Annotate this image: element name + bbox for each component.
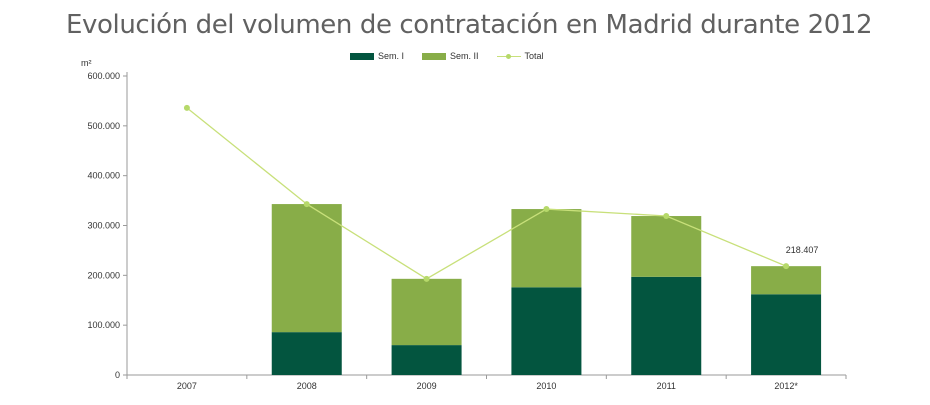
bar-sem2 — [631, 216, 702, 277]
total-point — [423, 275, 430, 282]
legend-swatch-sem1 — [350, 52, 374, 60]
chart-legend: Sem. I Sem. II Total — [350, 49, 544, 63]
legend-item-sem1: Sem. I — [350, 51, 404, 61]
y-tick-label: 600.000 — [87, 71, 120, 81]
bar-sem1 — [391, 345, 462, 375]
total-line — [186, 107, 787, 280]
y-axis-label: m² — [81, 58, 92, 68]
bar-sem2 — [271, 204, 342, 333]
x-tick-label: 2007 — [177, 381, 197, 391]
total-point — [783, 263, 790, 270]
y-tick-label: 200.000 — [87, 270, 120, 280]
total-point — [303, 201, 310, 208]
chart-title: Evolución del volumen de contratación en… — [66, 10, 873, 40]
x-tick-label: 2010 — [536, 381, 556, 391]
data-label-total: 218.407 — [786, 245, 819, 255]
y-tick-label: 500.000 — [87, 121, 120, 131]
bar-sem2 — [391, 278, 462, 346]
legend-swatch-sem2 — [422, 52, 447, 60]
x-tick-label: 2008 — [297, 381, 317, 391]
y-tick-label: 100.000 — [87, 320, 120, 330]
legend-item-total: Total — [496, 51, 544, 61]
bar-sem1 — [511, 287, 582, 375]
legend-label-sem1: Sem. I — [378, 51, 405, 61]
bar-sem1 — [271, 332, 342, 375]
legend-label-sem2: Sem. II — [450, 51, 479, 61]
y-tick-label: 0 — [115, 370, 120, 380]
x-tick-label: 2009 — [417, 381, 437, 391]
bar-sem2 — [751, 266, 822, 295]
bar-sem1 — [751, 294, 822, 375]
legend-label-total: Total — [524, 51, 544, 61]
total-point — [663, 213, 670, 220]
bar-sem1 — [631, 276, 702, 375]
total-point — [543, 206, 550, 213]
bar-sem2 — [511, 209, 582, 288]
x-tick-label: 2011 — [657, 381, 676, 391]
legend-swatch-total — [496, 53, 521, 60]
y-tick-label: 300.000 — [87, 221, 120, 231]
y-tick-label: 400.000 — [87, 171, 120, 181]
x-tick-label: 2012* — [774, 381, 798, 391]
total-point — [183, 104, 190, 111]
legend-item-sem2: Sem. II — [422, 51, 479, 61]
